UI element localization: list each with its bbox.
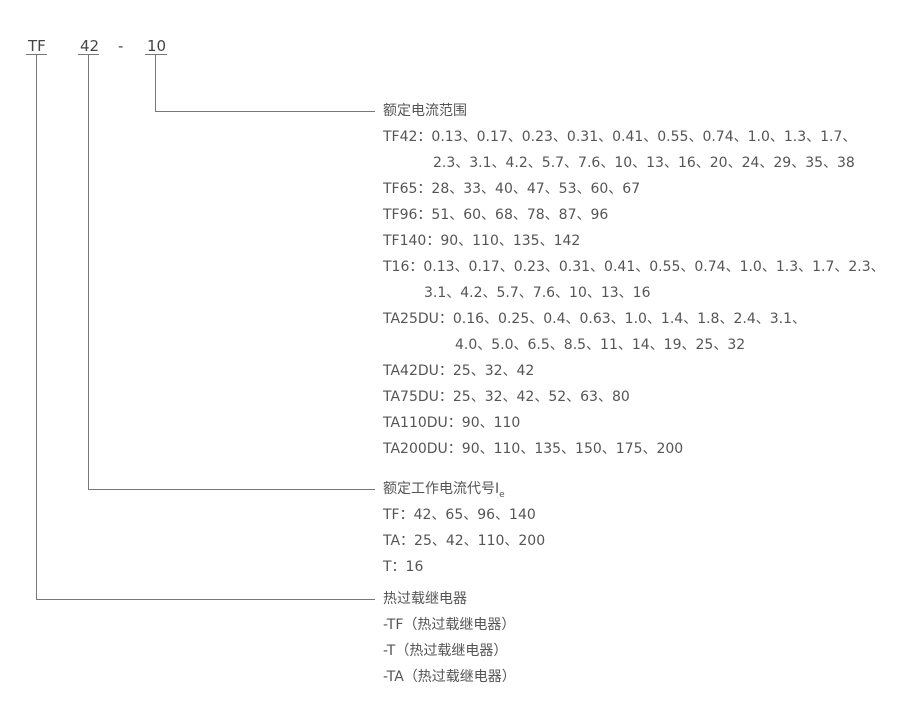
relay-row: -T（热过载继电器） [383,643,508,659]
connector-tf-h [36,599,375,600]
range-row: TF65：28、33、40、47、53、60、67 [383,181,641,197]
range-row: TF96：51、60、68、78、87、96 [383,207,609,223]
range-row: 2.3、3.1、4.2、5.7、7.6、10、13、16、20、24、29、35… [433,155,855,171]
range-row: TF42：0.13、0.17、0.23、0.31、0.41、0.55、0.74、… [383,129,857,145]
current-subscript: e [499,489,505,500]
connector-42 [88,54,89,489]
connector-10 [155,54,156,111]
connector-10-h [155,111,375,112]
current-title: 额定工作电流代号Ie [383,480,505,504]
range-title: 额定电流范围 [383,103,467,119]
current-row: TF：42、65、96、140 [383,507,536,523]
connector-tf [36,54,37,599]
code-range: 10 [147,37,167,55]
connector-42-h [88,489,375,490]
relay-title: 热过载继电器 [383,591,467,607]
current-row: T：16 [383,559,424,575]
relay-row: -TA（热过载继电器） [383,669,516,685]
range-row: T16：0.13、0.17、0.23、0.31、0.41、0.55、0.74、1… [383,259,885,275]
current-title-text: 额定工作电流代号I [383,481,500,497]
range-row: TA42DU：25、32、42 [383,363,535,379]
range-row: TF140：90、110、135、142 [383,233,581,249]
code-series: TF [28,37,46,55]
range-row: 4.0、5.0、6.5、8.5、11、14、19、25、32 [455,337,746,353]
range-row: TA200DU：90、110、135、150、175、200 [383,441,684,457]
relay-row: -TF（热过载继电器） [383,617,516,633]
underline-10 [145,54,167,55]
range-row: 3.1、4.2、5.7、7.6、10、13、16 [424,285,651,301]
range-row: TA25DU：0.16、0.25、0.4、0.63、1.0、1.4、1.8、2.… [383,311,806,327]
code-separator: - [118,37,124,55]
code-current: 42 [80,37,100,55]
range-row: TA110DU：90、110 [383,415,521,431]
range-row: TA75DU：25、32、42、52、63、80 [383,389,630,405]
current-row: TA：25、42、110、200 [383,533,546,549]
